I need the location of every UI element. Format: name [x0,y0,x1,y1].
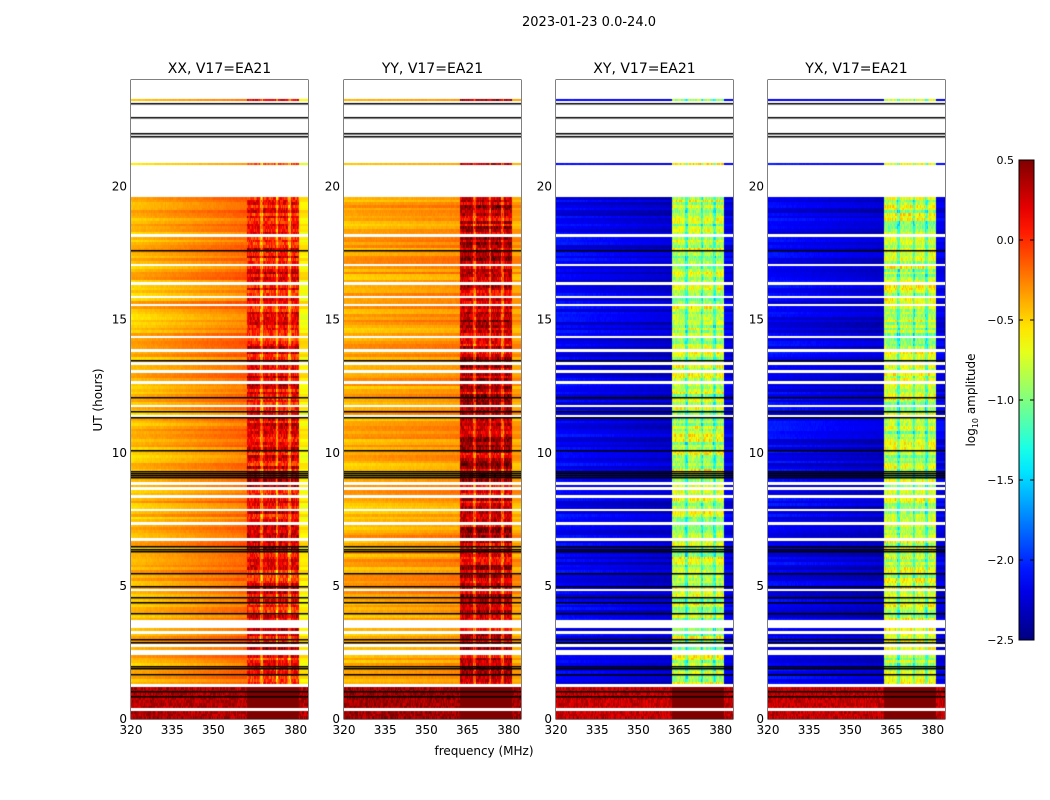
y-tick-label: 10 [537,446,552,460]
panel-title-1: YY, V17=EA21 [381,61,483,77]
x-tick-label: 335 [161,723,184,737]
x-tick-label: 335 [586,723,609,737]
x-tick-label: 320 [757,723,780,737]
panel-title-2: XY, V17=EA21 [593,61,695,77]
x-tick-label: 380 [284,723,307,737]
y-tick-label: 5 [332,579,340,593]
y-tick-label: 15 [112,313,127,327]
x-tick-label: 320 [120,723,143,737]
x-tick-label: 320 [333,723,356,737]
y-tick-label: 15 [537,313,552,327]
heatmap-1 [344,80,521,719]
y-tick-label: 15 [749,313,764,327]
x-tick-label: 380 [709,723,732,737]
x-tick-label: 380 [921,723,944,737]
y-tick-label: 20 [749,180,764,194]
y-tick-label: 10 [749,446,764,460]
heatmap-0 [131,80,308,719]
colorbar-tick-label: −0.5 [987,314,1014,327]
heatmap-3 [768,80,945,719]
heatmap-2 [556,80,733,719]
y-tick-label: 0 [332,712,340,726]
x-tick-label: 380 [497,723,520,737]
y-tick-label: 0 [544,712,552,726]
panel-title-3: YX, V17=EA21 [804,61,907,77]
x-tick-label: 350 [627,723,650,737]
y-tick-label: 20 [325,180,340,194]
x-tick-label: 365 [243,723,266,737]
y-tick-label: 15 [325,313,340,327]
y-tick-label: 10 [112,446,127,460]
panel-title-0: XX, V17=EA21 [168,61,271,77]
x-tick-label: 365 [456,723,479,737]
y-tick-label: 5 [544,579,552,593]
x-tick-label: 365 [668,723,691,737]
colorbar-label: log10 amplitude [964,354,980,447]
x-tick-label: 335 [798,723,821,737]
colorbar-tick-label: −1.0 [987,394,1014,407]
colorbar-tick-label: −1.5 [987,474,1014,487]
colorbar-tick-label: −2.0 [987,554,1014,567]
x-tick-label: 350 [839,723,862,737]
colorbar-tick-label: 0.0 [997,234,1015,247]
y-tick-label: 0 [756,712,764,726]
y-tick-label: 20 [112,180,127,194]
x-axis-label: frequency (MHz) [434,744,533,758]
x-tick-label: 335 [374,723,397,737]
figure-title: 2023-01-23 0.0-24.0 [522,15,656,30]
y-tick-label: 5 [119,579,127,593]
colorbar-tick-label: 0.5 [997,154,1015,167]
x-tick-label: 320 [545,723,568,737]
y-tick-label: 5 [756,579,764,593]
x-tick-label: 350 [202,723,225,737]
y-tick-label: 20 [537,180,552,194]
x-tick-label: 365 [880,723,903,737]
y-axis-label: UT (hours) [91,368,105,431]
x-tick-label: 350 [415,723,438,737]
colorbar-tick-label: −2.5 [987,634,1014,647]
y-tick-label: 10 [325,446,340,460]
y-tick-label: 0 [119,712,127,726]
